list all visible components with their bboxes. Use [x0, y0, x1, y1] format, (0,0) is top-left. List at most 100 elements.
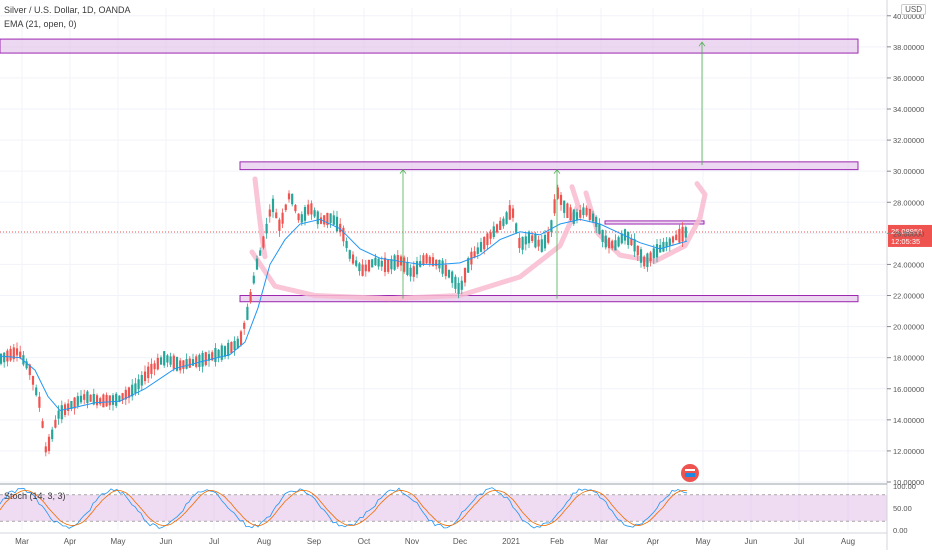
- candle-body: [259, 250, 262, 256]
- candle-body: [198, 354, 201, 368]
- candle-body: [134, 383, 137, 394]
- candle-body: [143, 371, 147, 382]
- candle-body: [435, 259, 438, 266]
- candle-body: [316, 211, 319, 225]
- candle-body: [591, 213, 595, 222]
- candle-body: [271, 198, 275, 213]
- candle-body: [166, 355, 169, 363]
- candle-body: [35, 387, 38, 396]
- candle-body: [233, 341, 236, 350]
- candle-body: [0, 353, 3, 364]
- candle-body: [115, 393, 118, 406]
- candle-body: [623, 229, 627, 241]
- x-tick-label: Mar: [594, 537, 608, 546]
- candle-body: [566, 203, 569, 218]
- candle-body: [230, 341, 233, 354]
- candle-body: [179, 360, 182, 371]
- candle-body: [73, 397, 76, 409]
- candle-body: [505, 212, 508, 224]
- candle-body: [313, 210, 316, 217]
- candle-body: [425, 254, 428, 264]
- candle-body: [9, 348, 12, 361]
- candle-body: [252, 275, 255, 284]
- candle-body: [169, 356, 172, 365]
- candle-body: [595, 217, 598, 227]
- candle-body: [326, 212, 329, 226]
- stoch-legend[interactable]: Stoch (14, 3, 3): [4, 491, 66, 501]
- candle-body: [47, 436, 51, 452]
- candle-body: [518, 237, 521, 249]
- candle-body: [534, 233, 537, 248]
- candle-body: [633, 239, 636, 252]
- currency-badge[interactable]: USD: [901, 4, 926, 15]
- ema-legend[interactable]: EMA (21, open, 0): [4, 19, 77, 29]
- candle-body: [268, 209, 271, 217]
- candle-body: [175, 357, 179, 371]
- candle-body: [428, 256, 431, 264]
- candle-body: [572, 209, 575, 224]
- candle-body: [342, 227, 345, 242]
- candle-body: [406, 261, 409, 275]
- candle-body: [323, 215, 326, 225]
- candle-body: [201, 352, 204, 367]
- candle-body: [182, 360, 185, 369]
- symbol-title[interactable]: Silver / U.S. Dollar, 1D, OANDA: [4, 5, 131, 15]
- candle-body: [220, 345, 223, 360]
- candle-body: [207, 354, 211, 361]
- candle-body: [441, 260, 444, 274]
- candle-body: [332, 215, 335, 225]
- candle-body: [671, 236, 675, 243]
- candle-body: [86, 391, 89, 404]
- candle-body: [444, 264, 447, 277]
- y-tick-label: 18.00000: [893, 354, 924, 363]
- candle-body: [335, 216, 339, 232]
- candle-body: [399, 256, 403, 266]
- x-tick-label: 2021: [502, 537, 520, 546]
- candle-body: [281, 212, 284, 224]
- candle-body: [569, 207, 572, 221]
- candle-body: [111, 395, 115, 405]
- candle-body: [675, 234, 678, 241]
- x-tick-label: Jun: [745, 537, 758, 546]
- candle-body: [361, 264, 364, 276]
- y-tick-label: 38.00000: [893, 43, 924, 52]
- candle-body: [303, 207, 307, 221]
- candle-body: [121, 393, 124, 401]
- candle-body: [188, 358, 191, 368]
- ema-line: [0, 218, 688, 412]
- y-tick-label: 10.00000: [893, 478, 924, 487]
- candle-body: [364, 264, 367, 272]
- candle-body: [15, 348, 19, 356]
- x-tick-label: Aug: [841, 537, 855, 546]
- candle-body: [412, 266, 415, 277]
- y-tick-label: 28.00000: [893, 198, 924, 207]
- candle-body: [156, 357, 159, 370]
- candle-body: [287, 193, 291, 200]
- y-tick-label: 20.00000: [893, 323, 924, 332]
- candle-body: [636, 245, 639, 256]
- candle-body: [393, 255, 396, 270]
- candle-body: [246, 306, 249, 320]
- candle-body: [371, 259, 374, 268]
- measure-arrow-head: [553, 168, 561, 174]
- candle-body: [102, 394, 105, 408]
- candle-body: [380, 260, 383, 267]
- stoch-tick-label: 0.00: [893, 526, 908, 535]
- candle-body: [611, 240, 614, 249]
- candle-body: [159, 357, 163, 365]
- candle-body: [460, 280, 463, 290]
- y-tick-label: 24.00000: [893, 260, 924, 269]
- candle-body: [6, 350, 9, 362]
- stoch-tick-label: 50.00: [893, 504, 912, 513]
- candle-body: [319, 217, 323, 224]
- candle-body: [150, 363, 153, 375]
- candle-body: [105, 394, 108, 407]
- candle-body: [239, 331, 243, 346]
- candle-body: [575, 212, 579, 221]
- candle-body: [646, 253, 649, 268]
- x-tick-label: Apr: [64, 537, 77, 546]
- candle-body: [25, 361, 28, 369]
- candle-body: [3, 352, 6, 363]
